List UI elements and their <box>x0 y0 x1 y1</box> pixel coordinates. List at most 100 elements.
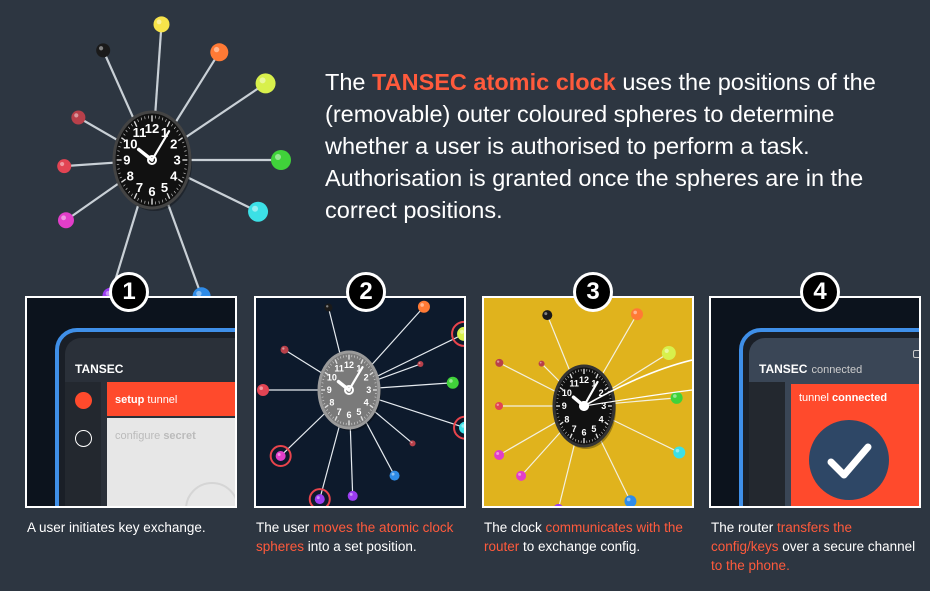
clock-numeral: 3 <box>173 153 180 168</box>
clock-sphere <box>280 345 289 354</box>
step-2-caption: The user moves the atomic clock spheres … <box>256 518 456 556</box>
clock-tick <box>117 168 120 170</box>
check-circle-icon <box>809 420 889 500</box>
clock-tick <box>572 371 574 375</box>
clock-numeral: 5 <box>161 180 168 195</box>
clock-tick <box>120 178 127 183</box>
clock-tick <box>324 404 329 409</box>
sphere-highlight <box>459 329 464 334</box>
clock-tick <box>604 383 607 386</box>
clock-tick <box>140 199 143 203</box>
clock-numeral: 5 <box>356 407 361 417</box>
setup-tunnel-item[interactable]: setup tunnel <box>107 382 235 416</box>
clock-tick <box>119 141 122 144</box>
clock-sphere <box>417 361 424 368</box>
clock-tick <box>557 394 560 396</box>
clock-tick <box>565 431 567 434</box>
clock-sphere <box>96 43 111 58</box>
clock-tick <box>328 366 330 369</box>
clock-tick <box>572 437 574 441</box>
clock-tick <box>323 375 326 377</box>
sphere-highlight <box>282 347 285 350</box>
clock-tick <box>561 426 564 429</box>
clock-tick <box>123 184 126 187</box>
clock-sphere <box>71 110 86 125</box>
intro-rest: uses the positions of the (removable) ou… <box>325 69 876 223</box>
clock-tick <box>372 403 375 405</box>
clock-tick <box>326 409 329 411</box>
configure-secret-item[interactable]: configure secret <box>107 418 235 506</box>
clock-tick <box>364 416 366 419</box>
clock-numeral: 8 <box>329 398 334 408</box>
clock-sphere <box>389 470 400 481</box>
intro-highlight: TANSEC atomic clock <box>372 69 616 95</box>
clock-tick <box>364 361 366 364</box>
clock-tick <box>330 414 332 417</box>
sphere-highlight <box>156 19 162 25</box>
clock-tick <box>607 390 610 393</box>
step-4-caption-segment: transfers the config/keys <box>711 520 853 554</box>
clock-tick <box>173 190 176 194</box>
minute-hand <box>150 130 171 162</box>
clock-numeral: 10 <box>562 388 572 398</box>
clock-tick <box>604 386 609 391</box>
clock-tick <box>575 439 577 442</box>
clock-tick <box>330 363 332 366</box>
phone-1-brand: TANSEC <box>75 362 124 376</box>
step-2-caption-segment: into a set position. <box>304 539 417 554</box>
clock-tick <box>322 378 325 381</box>
clock-tick <box>332 361 334 364</box>
sphere-highlight <box>259 77 266 84</box>
sphere-highlight <box>259 386 263 390</box>
clock-numeral: 7 <box>337 407 342 417</box>
clock-tick <box>372 375 375 377</box>
clock-tick <box>369 369 372 371</box>
clock-sphere <box>324 303 333 312</box>
sphere-highlight <box>316 496 320 500</box>
configure-radio-icon[interactable] <box>75 430 92 447</box>
clock-tick <box>368 411 370 414</box>
checkmark-icon <box>827 443 872 479</box>
clock-tick <box>166 121 171 128</box>
clock-tick <box>173 126 176 130</box>
clock-sphere <box>153 16 170 33</box>
highlight-ring <box>451 320 464 347</box>
clock-tick <box>594 371 596 375</box>
clock-numeral: 6 <box>346 410 351 420</box>
clock-tick <box>591 370 593 373</box>
tunnel-connected-item[interactable]: tunnel connected <box>791 384 919 410</box>
clock-numeral: 6 <box>581 428 586 438</box>
clock-sphere <box>314 494 325 505</box>
clock-sphere <box>446 376 459 389</box>
sphere-highlight <box>98 46 104 51</box>
setup-radio-icon[interactable] <box>75 392 92 409</box>
clock-tick <box>366 363 368 366</box>
clock-numeral: 2 <box>170 137 177 152</box>
clock-numeral: 12 <box>145 121 159 136</box>
step-3-caption: The clock communicates with the router t… <box>484 518 699 556</box>
sphere-highlight <box>252 205 259 212</box>
sphere-highlight <box>391 472 395 476</box>
clock-tick <box>183 172 186 175</box>
sphere-highlight <box>449 379 453 383</box>
clock-numeral: 9 <box>562 401 567 411</box>
clock-sphere <box>538 360 545 367</box>
clock-sphere <box>417 300 430 313</box>
clock-tick <box>360 359 364 364</box>
clock-tick <box>183 145 186 148</box>
signal-line <box>583 359 692 407</box>
clock-numeral: 8 <box>564 414 569 424</box>
clock-sphere <box>516 470 527 481</box>
clock-tick <box>373 378 376 381</box>
clock-tick <box>366 414 368 417</box>
sphere-highlight <box>626 497 631 502</box>
clock-tick <box>356 421 358 424</box>
clock-tick <box>133 192 138 199</box>
tunnel-connected-rest: tunnel <box>799 392 833 404</box>
clock-tick <box>604 421 609 426</box>
clock-numeral: 9 <box>327 385 332 395</box>
clock-sphere <box>210 43 229 62</box>
clock-tick <box>140 117 143 121</box>
